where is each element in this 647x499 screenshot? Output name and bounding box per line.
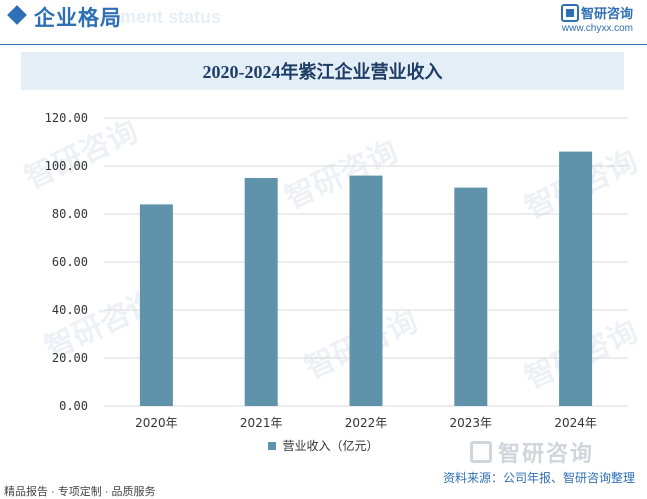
bottom-logo: 智研咨询 [470, 436, 594, 468]
y-tick-label: 0.00 [59, 399, 88, 413]
bottom-logo-text: 智研咨询 [498, 441, 595, 466]
footer-text: 精品报告 · 专项定制 · 品质服务 [4, 483, 160, 499]
chart-title: 2020-2024年紫江企业营业收入 [202, 62, 443, 82]
bar [139, 204, 173, 406]
chart-title-bar: 2020-2024年紫江企业营业收入 [21, 52, 624, 90]
x-tick-label: 2021年 [240, 416, 283, 430]
header: 企业格局 ment status 智研咨询 www.chyxx.com [0, 0, 647, 36]
y-tick-label: 80.00 [52, 207, 88, 221]
bar [244, 178, 278, 406]
brand: 智研咨询 www.chyxx.com [562, 3, 633, 34]
legend: 营业收入（亿元） [0, 437, 647, 454]
bar-chart: 0.00 20.00 40.00 60.00 80.00 100.00 120.00 2020… [45, 111, 628, 430]
brand-logo-icon [561, 4, 579, 22]
x-tick-label: 2020年 [135, 416, 178, 430]
y-tick-label: 40.00 [52, 303, 88, 317]
legend-swatch [268, 441, 277, 450]
x-tick-label: 2023年 [450, 416, 493, 430]
diamond-icon [7, 5, 27, 25]
bar [454, 187, 488, 406]
y-tick-label: 20.00 [52, 351, 88, 365]
footer: 精品报告 · 专项定制 · 品质服务 [0, 483, 647, 499]
brand-name: 智研咨询 [580, 6, 633, 21]
y-tick-label: 60.00 [52, 255, 88, 269]
section-title: 企业格局 [34, 7, 122, 30]
bottom-logo-icon [470, 441, 492, 463]
bar [559, 151, 593, 406]
legend-label: 营业收入（亿元） [282, 439, 379, 453]
header-ghost-text: ment status [120, 7, 222, 27]
y-tick-label: 100.00 [45, 159, 88, 173]
bar [349, 175, 383, 406]
x-tick-label: 2024年 [554, 416, 597, 430]
x-tick-label: 2022年 [345, 416, 388, 430]
brand-url: www.chyxx.com [561, 23, 633, 34]
source-note: 资料来源：公司年报、智研咨询整理 [442, 471, 635, 485]
y-tick-label: 120.00 [45, 111, 88, 125]
header-divider [0, 44, 647, 45]
